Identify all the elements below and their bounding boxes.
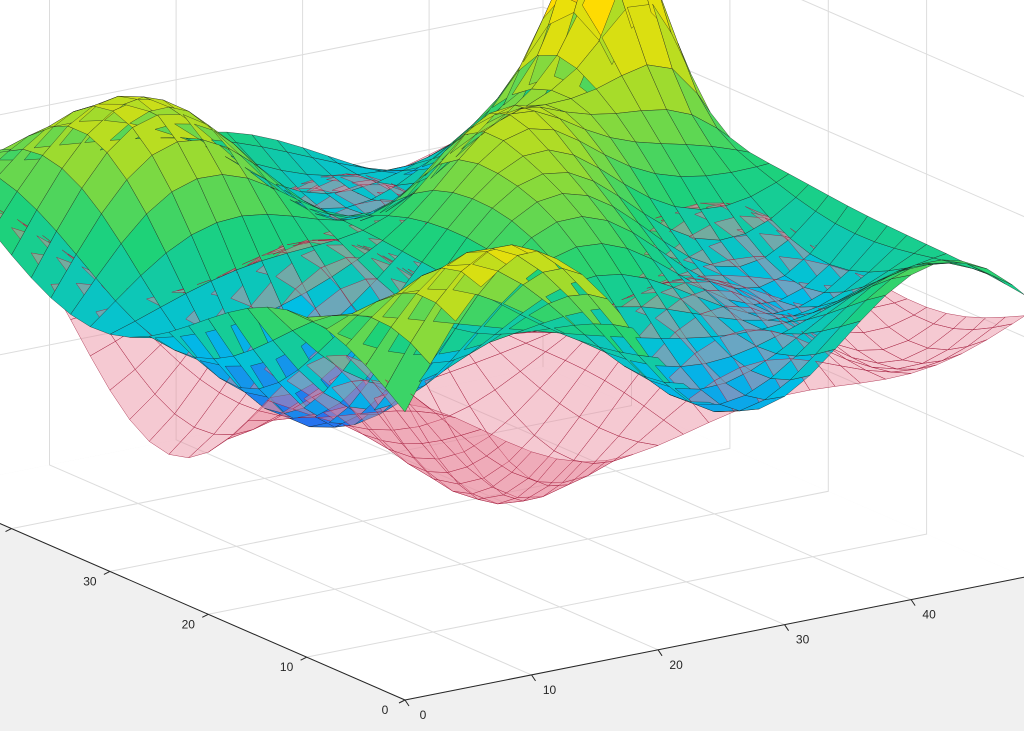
floor-pane xyxy=(0,367,1024,700)
tick-labels: 010203040010203040 xyxy=(5,528,936,722)
x-tick-mark xyxy=(910,599,916,606)
y-tick-label: 10 xyxy=(280,660,294,674)
grid-line-y xyxy=(306,0,928,658)
surface-1-patch xyxy=(542,0,560,19)
grid-line-y xyxy=(109,0,731,572)
x-tick-label: 20 xyxy=(669,658,683,672)
y-tick-mark xyxy=(5,528,12,533)
x-tick-label: 0 xyxy=(420,708,427,722)
x-tick-mark xyxy=(657,649,663,657)
y-tick-label: 20 xyxy=(182,617,196,631)
axes-lines xyxy=(0,523,1024,701)
y-tick-mark xyxy=(398,699,406,704)
y-tick-mark xyxy=(103,570,111,575)
grid-line-y xyxy=(11,0,632,530)
grid-line-y xyxy=(208,0,829,615)
grid-line-x xyxy=(49,0,532,676)
grid-line-z xyxy=(801,0,1024,98)
x-axis-line xyxy=(404,576,1024,701)
y-tick-label: 30 xyxy=(83,574,97,588)
y-tick-mark xyxy=(300,656,307,661)
x-tick-label: 40 xyxy=(922,608,936,622)
surface-meshes xyxy=(0,0,1024,505)
y-tick-mark xyxy=(202,613,209,618)
y-tick-label: 0 xyxy=(382,703,389,717)
y-axis-line xyxy=(0,523,406,701)
x-tick-mark xyxy=(784,624,790,631)
x-tick-label: 30 xyxy=(796,633,810,647)
grid-line-x xyxy=(175,0,659,651)
x-tick-mark xyxy=(531,674,536,682)
surface-2-patch xyxy=(991,315,1024,329)
surface-1-patch xyxy=(992,275,1024,295)
x-tick-label: 10 xyxy=(543,683,557,697)
x-tick-mark xyxy=(404,699,410,707)
